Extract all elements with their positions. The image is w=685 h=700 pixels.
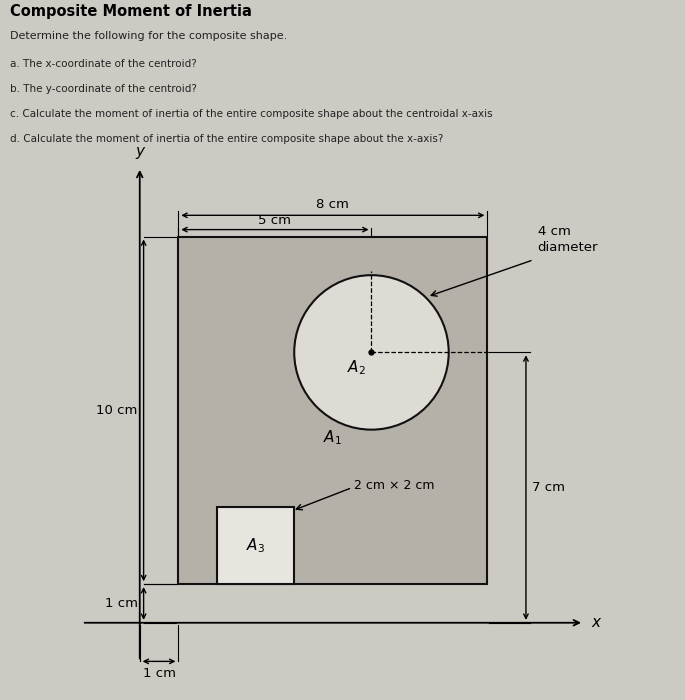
Text: c. Calculate the moment of inertia of the entire composite shape about the centr: c. Calculate the moment of inertia of th… xyxy=(10,109,493,119)
Text: d. Calculate the moment of inertia of the entire composite shape about the x-axi: d. Calculate the moment of inertia of th… xyxy=(10,134,444,144)
Text: Composite Moment of Inertia: Composite Moment of Inertia xyxy=(10,4,252,19)
Bar xyxy=(178,237,487,584)
Text: $A_2$: $A_2$ xyxy=(347,358,366,377)
Text: 7 cm: 7 cm xyxy=(532,481,564,494)
Text: 5 cm: 5 cm xyxy=(258,214,291,227)
Circle shape xyxy=(295,275,449,430)
Text: b. The y-coordinate of the centroid?: b. The y-coordinate of the centroid? xyxy=(10,84,197,94)
Text: 8 cm: 8 cm xyxy=(316,197,349,211)
Text: $A_1$: $A_1$ xyxy=(323,428,342,447)
Bar xyxy=(217,507,295,584)
Text: 2 cm × 2 cm: 2 cm × 2 cm xyxy=(354,480,434,492)
Text: $A_3$: $A_3$ xyxy=(246,536,265,555)
Text: y: y xyxy=(135,144,145,160)
Text: 4 cm
diameter: 4 cm diameter xyxy=(538,225,598,254)
Text: a. The x-coordinate of the centroid?: a. The x-coordinate of the centroid? xyxy=(10,59,197,69)
Text: 1 cm: 1 cm xyxy=(105,597,138,610)
Text: 1 cm: 1 cm xyxy=(142,667,175,680)
Text: x: x xyxy=(592,615,601,630)
Text: Determine the following for the composite shape.: Determine the following for the composit… xyxy=(10,31,288,41)
Text: 10 cm: 10 cm xyxy=(97,404,138,416)
